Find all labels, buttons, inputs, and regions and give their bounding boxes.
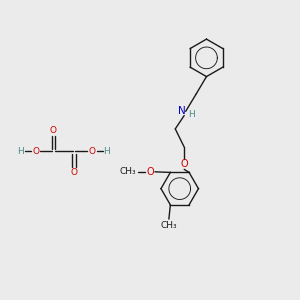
Text: CH₃: CH₃ xyxy=(160,220,177,230)
Text: CH₃: CH₃ xyxy=(119,167,136,176)
Text: O: O xyxy=(71,168,78,177)
Text: O: O xyxy=(50,126,57,135)
Text: N: N xyxy=(178,106,186,116)
Text: H: H xyxy=(103,147,110,156)
Text: O: O xyxy=(88,147,95,156)
Text: O: O xyxy=(180,159,188,169)
Text: O: O xyxy=(32,147,39,156)
Text: H: H xyxy=(17,147,24,156)
Text: O: O xyxy=(146,167,154,177)
Text: H: H xyxy=(188,110,194,119)
